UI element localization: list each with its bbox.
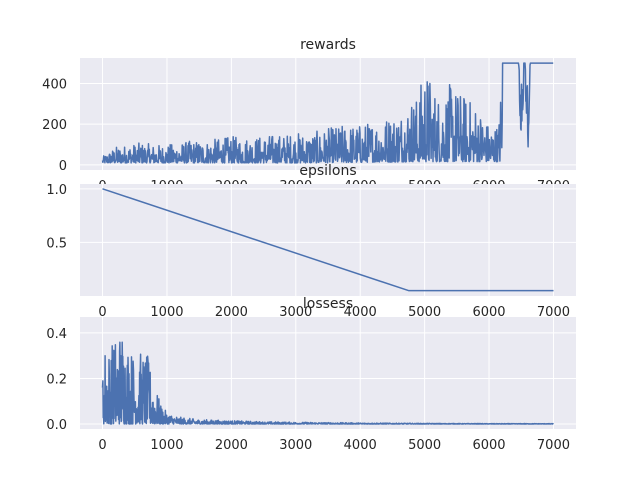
tick-labels: 0 1000 2000 3000 4000 5000 6000 7000 0.0 0.2 0.4 xyxy=(46,327,570,453)
y-tick-label: 0.4 xyxy=(46,327,67,342)
subplot-title: lossess xyxy=(303,296,353,312)
subplot-title: epsilons xyxy=(299,163,356,179)
x-tick-label: 7000 xyxy=(537,438,570,453)
x-tick-label: 6000 xyxy=(472,305,505,320)
plot-area xyxy=(80,184,576,296)
plot-area xyxy=(80,317,576,429)
y-tick-label: 0.5 xyxy=(46,236,67,251)
x-tick-label: 6000 xyxy=(472,438,505,453)
series-line xyxy=(101,341,554,425)
series-line xyxy=(101,62,554,164)
x-tick-label: 3000 xyxy=(279,305,312,320)
x-tick-label: 4000 xyxy=(344,305,377,320)
x-tick-label: 0 xyxy=(98,305,106,320)
series-line xyxy=(102,188,554,292)
y-tick-label: 0.2 xyxy=(46,372,67,387)
x-tick-label: 5000 xyxy=(408,438,441,453)
gridlines xyxy=(80,184,576,296)
subplot-epsilons: 0 1000 2000 3000 4000 5000 6000 7000 0.5 1.0 epsi… xyxy=(46,163,576,320)
y-tick-label: 0.0 xyxy=(46,418,67,433)
y-tick-label: 0 xyxy=(59,159,67,174)
subplot-lossess: 0 1000 2000 3000 4000 5000 6000 7000 0.0 0.2 0.4 l… xyxy=(46,296,576,453)
x-tick-label: 3000 xyxy=(279,438,312,453)
x-tick-label: 7000 xyxy=(537,305,570,320)
y-tick-label: 400 xyxy=(42,77,67,92)
x-tick-label: 2000 xyxy=(215,305,248,320)
x-tick-label: 1000 xyxy=(150,438,183,453)
y-tick-label: 1.0 xyxy=(46,183,67,198)
tick-labels: 0 1000 2000 3000 4000 5000 6000 7000 0.5 1.0 xyxy=(46,183,570,320)
series xyxy=(102,188,554,292)
x-tick-label: 4000 xyxy=(344,438,377,453)
subplot-title: rewards xyxy=(300,37,356,53)
series xyxy=(101,341,554,425)
y-tick-label: 200 xyxy=(42,118,67,133)
x-tick-label: 2000 xyxy=(215,438,248,453)
x-tick-label: 0 xyxy=(98,438,106,453)
series xyxy=(101,62,554,164)
x-tick-label: 1000 xyxy=(150,305,183,320)
x-tick-label: 5000 xyxy=(408,305,441,320)
